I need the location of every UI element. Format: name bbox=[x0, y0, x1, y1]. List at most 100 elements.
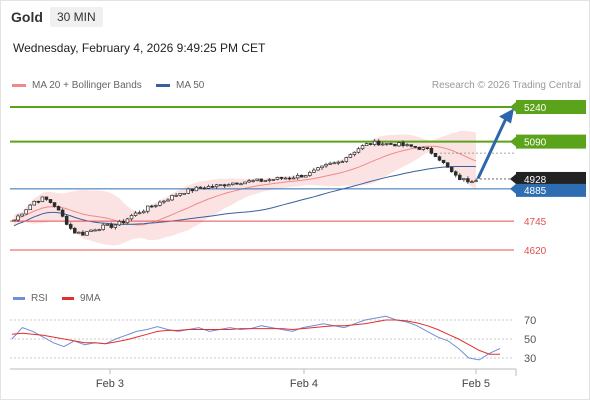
rsi-swatch-icon bbox=[13, 296, 25, 300]
candle-body bbox=[186, 188, 191, 194]
candle-body bbox=[291, 177, 296, 180]
forecast-arrow-shaft bbox=[476, 117, 508, 180]
candle-body bbox=[109, 224, 114, 228]
candle-body bbox=[401, 142, 405, 146]
candle-body bbox=[356, 148, 361, 153]
candle-body bbox=[218, 184, 223, 187]
candle-body bbox=[129, 215, 134, 220]
candle-body bbox=[421, 147, 426, 150]
candle-body bbox=[97, 229, 101, 231]
candle-body bbox=[308, 171, 312, 176]
candle-body bbox=[170, 195, 174, 201]
candle-body bbox=[445, 162, 450, 168]
candle-body bbox=[231, 182, 235, 185]
candle-body bbox=[352, 151, 357, 155]
instrument-title: Gold bbox=[11, 9, 43, 25]
candle-body bbox=[312, 169, 316, 173]
candle-body bbox=[287, 177, 292, 180]
candle-body bbox=[239, 183, 243, 186]
candle-body bbox=[113, 224, 118, 228]
candle-body bbox=[150, 205, 154, 208]
rsi-ma-line bbox=[11, 319, 500, 355]
candle-body bbox=[299, 174, 304, 178]
candle-body bbox=[214, 184, 219, 188]
candle-body bbox=[117, 221, 122, 226]
candle-body bbox=[466, 178, 470, 183]
candle-body bbox=[222, 184, 227, 187]
candle-body bbox=[376, 140, 381, 146]
candle-body bbox=[385, 143, 389, 145]
candle-body bbox=[397, 142, 401, 147]
candle-body bbox=[279, 176, 284, 179]
legend-ma50: MA 50 bbox=[156, 80, 204, 91]
level-tag-pointer-5240 bbox=[510, 102, 516, 112]
candle-body bbox=[458, 174, 462, 181]
candle-body bbox=[295, 174, 300, 179]
x-tick-label-2: Feb 5 bbox=[462, 378, 490, 390]
candle-body bbox=[32, 200, 37, 206]
candle-body bbox=[449, 166, 454, 173]
candle-body bbox=[409, 144, 413, 147]
candle-body bbox=[182, 193, 186, 195]
candle-body bbox=[453, 171, 458, 176]
candle-body bbox=[259, 178, 263, 182]
legend-rsi-label: RSI bbox=[31, 293, 48, 304]
candle-body bbox=[425, 147, 430, 149]
rsi-line bbox=[11, 315, 501, 361]
candle-body bbox=[28, 204, 32, 211]
candle-body bbox=[320, 165, 324, 169]
rsi-tick-label-50: 50 bbox=[524, 334, 536, 346]
candle-body bbox=[194, 186, 199, 192]
ma20-swatch-icon bbox=[12, 83, 26, 87]
candle-body bbox=[417, 146, 422, 150]
candle-body bbox=[36, 200, 41, 203]
candle-body bbox=[121, 221, 126, 224]
pivot-label-overlay: 4885 bbox=[524, 186, 547, 197]
level-label-5240: 5240 bbox=[524, 103, 547, 114]
candle-body bbox=[166, 199, 170, 202]
candle-body bbox=[413, 145, 417, 148]
candle-body bbox=[304, 175, 308, 178]
level-label-5090: 5090 bbox=[524, 138, 547, 149]
level-tag-5090 bbox=[516, 134, 586, 149]
candle-body bbox=[474, 180, 478, 183]
candle-body bbox=[344, 157, 349, 162]
candle-body bbox=[56, 206, 61, 211]
candle-body bbox=[393, 143, 397, 147]
rsi-tick-label-70: 70 bbox=[524, 315, 536, 327]
forecast-arrow-head bbox=[499, 108, 514, 124]
pivot-tag-overlay bbox=[516, 183, 586, 197]
level-tag-5240 bbox=[516, 100, 586, 114]
candle-body bbox=[381, 143, 385, 146]
candle-body bbox=[81, 231, 85, 236]
research-credit: Research © 2026 Trading Central bbox=[431, 80, 581, 91]
ma50-swatch-icon bbox=[156, 83, 170, 87]
candle-body bbox=[340, 161, 345, 163]
current-price-label: 4928 bbox=[524, 175, 547, 186]
candle-body bbox=[73, 228, 77, 234]
candle-body bbox=[324, 163, 328, 167]
current-price-tag bbox=[516, 171, 586, 186]
candle-body bbox=[85, 231, 89, 236]
candle-body bbox=[263, 180, 268, 182]
timeframe-badge[interactable]: 30 MIN bbox=[50, 7, 103, 27]
level-tag-pointer-5090 bbox=[510, 136, 516, 147]
candle-body bbox=[202, 187, 207, 190]
candle-body bbox=[133, 212, 138, 216]
candle-body bbox=[60, 209, 65, 217]
candle-body bbox=[52, 202, 57, 207]
candle-body bbox=[24, 209, 28, 215]
level-tag-pointer-4885 bbox=[510, 183, 516, 194]
candle-body bbox=[93, 229, 97, 232]
candle-body bbox=[235, 182, 239, 185]
candle-body bbox=[429, 147, 434, 154]
candle-body bbox=[77, 231, 81, 234]
current-price-tag-pointer bbox=[510, 173, 516, 184]
candle-body bbox=[16, 215, 20, 221]
legend-ma20: MA 20 + Bollinger Bands bbox=[12, 80, 142, 91]
x-tick-label-1: Feb 4 bbox=[290, 378, 318, 390]
ma20-line bbox=[13, 145, 477, 226]
candle-body bbox=[360, 145, 365, 150]
candle-body bbox=[283, 177, 288, 180]
